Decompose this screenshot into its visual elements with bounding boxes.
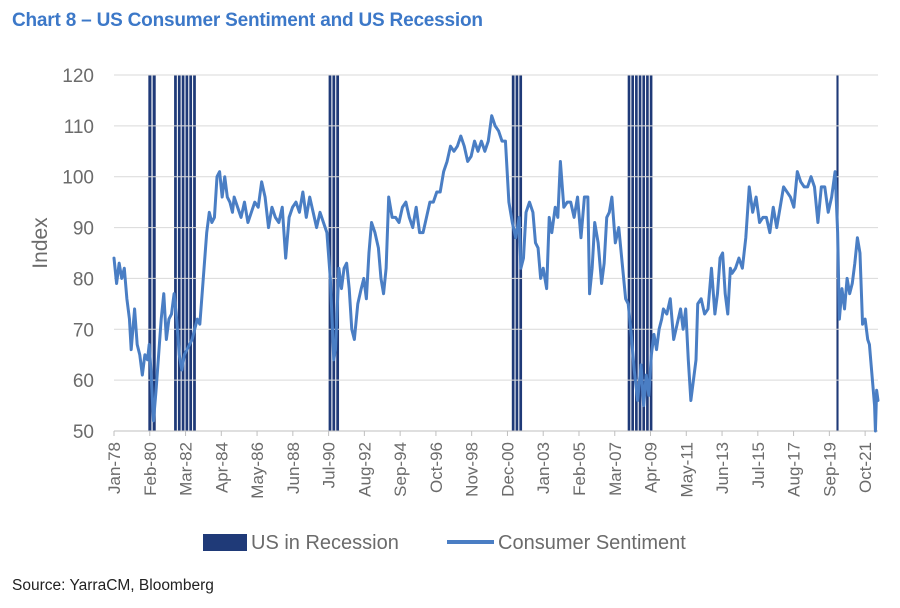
recession-stripe [649,75,653,431]
x-tick-Jan-03: Jan-03 [534,442,553,494]
x-tick-Jun-13: Jun-13 [713,442,732,494]
recession-period-2 [174,75,196,431]
x-tick-Dec-00: Dec-00 [499,442,518,497]
y-tick-110: 110 [64,117,94,138]
x-tick-Apr-84: Apr-84 [212,442,231,493]
recession-stripe [181,75,185,431]
recession-period-3 [328,75,340,431]
legend-recession-swatch [203,534,247,551]
legend-sentiment-label: Consumer Sentiment [498,532,686,554]
x-tick-Aug-92: Aug-92 [355,442,374,497]
recession-stripe [635,75,638,431]
legend-item-recession: US in Recession [203,532,399,554]
x-tick-Oct-96: Oct-96 [427,442,446,493]
recession-stripe [631,75,635,431]
recession-period-5 [627,75,653,431]
legend-item-sentiment: Consumer Sentiment [447,532,686,554]
x-tick-Mar-82: Mar-82 [177,442,196,496]
recession-stripe [189,75,193,431]
recession-stripe [148,75,152,431]
recession-bars [148,75,839,431]
recession-stripe [515,75,519,431]
recession-stripe [177,75,181,431]
x-tick-Jul-15: Jul-15 [749,442,768,488]
legend-recession-label: US in Recession [251,532,399,554]
recession-period-1 [148,75,156,431]
x-tick-Sep-19: Sep-19 [820,442,839,497]
recession-stripe [638,75,642,431]
y-axis-label: Index [29,217,52,269]
recession-stripe [336,75,340,431]
x-tick-Jan-78: Jan-78 [105,442,124,494]
chart-title: Chart 8 – US Consumer Sentiment and US R… [12,10,483,31]
x-tick-Feb-80: Feb-80 [141,442,160,496]
recession-stripe [152,75,156,431]
x-tick-Jul-90: Jul-90 [320,442,339,488]
recession-stripe [193,75,196,431]
recession-stripe [646,75,649,431]
y-tick-50: 50 [73,422,94,443]
recession-stripe [185,75,189,431]
recession-stripe [627,75,631,431]
sentiment-line-group [112,114,880,433]
consumer-sentiment-line [112,114,880,433]
x-tick-May-86: May-86 [248,442,267,499]
x-tick-Feb-05: Feb-05 [570,442,589,496]
legend: US in Recession Consumer Sentiment [203,532,686,554]
recession-stripe [332,75,336,431]
x-tick-Apr-09: Apr-09 [642,442,661,493]
x-tick-Jun-88: Jun-88 [284,442,303,494]
y-tick-90: 90 [73,219,94,240]
x-tick-Aug-17: Aug-17 [785,442,804,497]
recession-stripe [328,75,332,431]
recession-stripe [174,75,177,431]
y-tick-80: 80 [73,269,94,290]
y-tick-60: 60 [73,371,94,392]
x-tick-Nov-98: Nov-98 [463,442,482,497]
x-tick-Mar-07: Mar-07 [606,442,625,496]
y-tick-100: 100 [62,168,94,189]
y-tick-70: 70 [73,320,94,341]
source-note: Source: YarraCM, Bloomberg [12,577,214,594]
y-tick-120: 120 [62,66,94,87]
x-tick-Oct-21: Oct-21 [856,442,875,493]
x-tick-Sep-94: Sep-94 [391,442,410,497]
x-tick-labels: Jan-78 Feb-80 Mar-82 Apr-84 May-86 Jun-88 Jul-… [105,442,875,499]
x-tick-May-11: May-11 [677,442,696,497]
recession-stripe [511,75,515,431]
recession-stripe [642,75,646,431]
y-tick-labels: 50 60 70 80 90 100 110 120 [62,66,94,443]
